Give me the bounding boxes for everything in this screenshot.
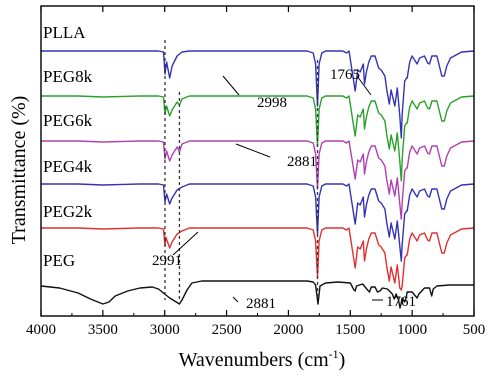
x-axis-title-sup: -1	[329, 347, 339, 361]
x-axis-title: Wavenumbers (cm-1)	[179, 347, 346, 371]
series-label-plla: PLLA	[43, 23, 86, 42]
x-tick-label-1500: 1500	[335, 322, 365, 338]
x-tick-label-4000: 4000	[26, 322, 56, 338]
series-line-peg	[40, 280, 474, 309]
x-tick-label-2000: 2000	[273, 322, 303, 338]
series-line-peg2k	[41, 227, 475, 291]
series-label-peg: PEG	[43, 251, 75, 270]
series-line-peg4k	[41, 183, 475, 262]
annotation-1765: 1765	[330, 67, 360, 83]
series-label-peg8k: PEG8k	[43, 67, 93, 86]
x-tick-label-500: 500	[463, 322, 486, 338]
x-axis-title-tail: )	[339, 349, 346, 371]
annotation-leader-2881	[232, 296, 239, 303]
axes: 4000 3500 3000 2500 2000 1500 1000 500	[26, 5, 486, 338]
annotation-2991: 2991	[152, 253, 182, 269]
series-label-peg4k: PEG4k	[43, 157, 93, 176]
annotation-2998: 2998	[257, 95, 287, 111]
annotation-leader-2998	[222, 75, 240, 96]
peak-annotations: 2998 2881 1765 2991 2881 1761	[152, 67, 416, 312]
plot-layer	[40, 50, 475, 309]
x-axis-title-main: Wavenumbers (cm	[179, 349, 329, 371]
x-tick-label-3500: 3500	[88, 322, 118, 338]
annotation-2881: 2881	[246, 296, 276, 312]
series-label-peg6k: PEG6k	[43, 111, 93, 130]
annotation-leader-2881	[235, 143, 271, 158]
x-tick-label-2500: 2500	[212, 322, 242, 338]
series-label-peg2k: PEG2k	[43, 202, 93, 221]
x-tick-label-3000: 3000	[150, 322, 180, 338]
annotation-1761: 1761	[386, 294, 416, 310]
y-axis-title: Transmittance (%)	[8, 96, 30, 245]
reference-lines	[164, 40, 319, 300]
annotation-leader-2991	[172, 231, 199, 256]
series-line-plla	[41, 50, 475, 139]
annotation-leader-1765	[356, 75, 372, 96]
x-tick-label-1000: 1000	[397, 322, 427, 338]
plot-frame	[40, 5, 475, 317]
series-line-peg6k	[41, 140, 475, 220]
series-labels: PLLA PEG8k PEG6k PEG4k PEG2k PEG	[43, 23, 93, 270]
annotation-2881: 2881	[287, 154, 317, 170]
